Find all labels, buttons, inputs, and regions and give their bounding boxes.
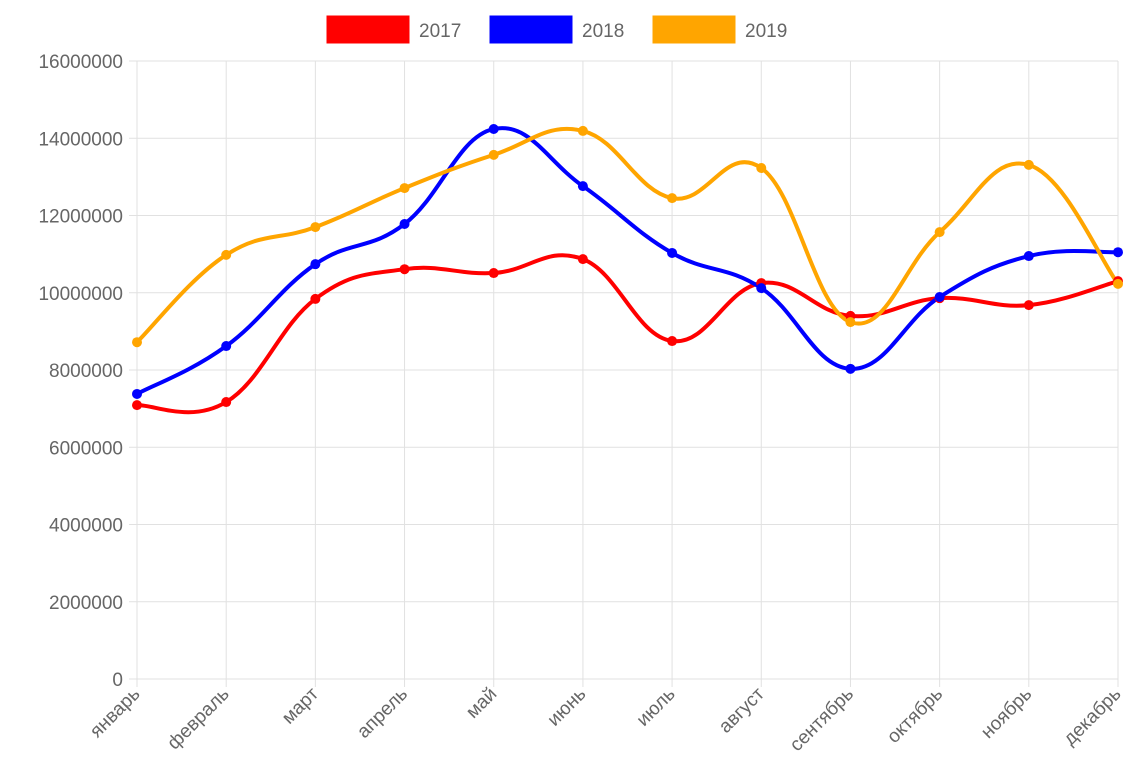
- y-tick-label: 6000000: [49, 438, 123, 459]
- y-tick-label: 4000000: [49, 516, 123, 537]
- point: [1113, 247, 1123, 258]
- point: [221, 397, 232, 408]
- point: [667, 247, 678, 258]
- legend-label: 2018: [582, 21, 624, 42]
- point: [845, 317, 856, 328]
- x-tick-label: ноябрь: [977, 684, 1036, 743]
- y-tick-label: 2000000: [49, 593, 123, 614]
- y-tick-label: 10000000: [38, 284, 123, 305]
- y-tick-label: 16000000: [38, 52, 123, 73]
- point: [934, 291, 945, 302]
- point: [667, 193, 678, 204]
- point: [132, 337, 142, 348]
- point: [577, 125, 588, 136]
- x-tick-label: январь: [86, 684, 145, 743]
- point: [221, 249, 232, 260]
- x-tick-label: июнь: [544, 684, 591, 731]
- y-tick-label: 12000000: [38, 207, 123, 228]
- point: [667, 336, 678, 347]
- point: [488, 149, 499, 160]
- x-tick-label: сентябрь: [786, 684, 858, 756]
- legend-label: 2017: [419, 21, 461, 42]
- legend-swatch: [652, 15, 736, 44]
- point: [310, 293, 321, 304]
- x-tick-label: декабрь: [1060, 684, 1126, 750]
- point: [577, 181, 588, 192]
- point: [399, 183, 410, 194]
- point: [1113, 278, 1123, 289]
- x-tick-label: август: [715, 683, 769, 737]
- point: [399, 264, 410, 275]
- legend-label: 2019: [745, 21, 787, 42]
- x-tick-label: май: [462, 684, 501, 723]
- point: [310, 222, 321, 233]
- legend-swatch: [326, 15, 410, 44]
- x-tick-label: февраль: [163, 684, 233, 754]
- point: [577, 254, 588, 265]
- point: [1023, 159, 1034, 170]
- y-tick-label: 8000000: [49, 361, 123, 382]
- x-tick-label: октябрь: [883, 684, 947, 748]
- y-tick-label: 0: [112, 670, 123, 691]
- legend-swatch: [489, 15, 573, 44]
- point: [132, 388, 142, 399]
- point: [399, 218, 410, 229]
- point: [1023, 251, 1034, 262]
- point: [488, 123, 499, 134]
- point: [221, 341, 232, 352]
- y-tick-label: 14000000: [38, 129, 123, 150]
- point: [132, 400, 142, 411]
- point: [845, 363, 856, 374]
- x-tick-label: март: [278, 683, 323, 728]
- point: [488, 268, 499, 279]
- point: [310, 259, 321, 270]
- x-tick-label: июль: [633, 684, 680, 731]
- x-tick-label: апрель: [353, 684, 412, 743]
- point: [1023, 300, 1034, 311]
- point: [756, 283, 767, 294]
- point: [934, 227, 945, 238]
- point: [756, 162, 767, 173]
- series-line: [135, 126, 1120, 344]
